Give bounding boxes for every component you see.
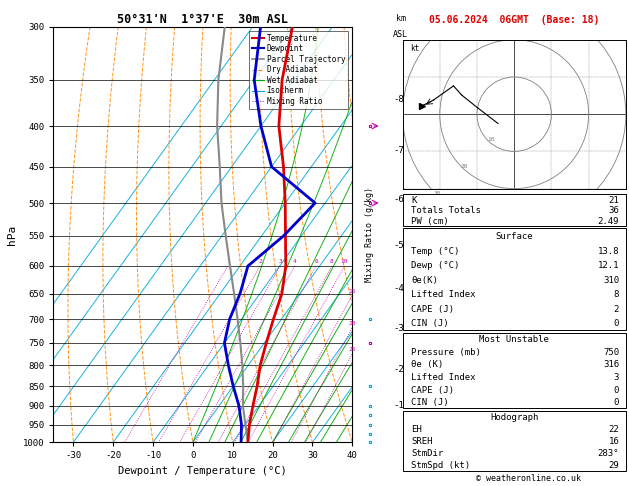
Text: -1: -1: [394, 401, 404, 410]
Text: 0: 0: [614, 385, 619, 395]
Y-axis label: hPa: hPa: [8, 225, 18, 244]
Text: 2: 2: [614, 305, 619, 314]
Text: SREH: SREH: [411, 437, 433, 446]
Text: -7: -7: [394, 146, 404, 156]
Text: 750: 750: [603, 348, 619, 357]
Text: 25: 25: [348, 347, 356, 352]
Text: -3: -3: [394, 324, 404, 333]
Text: km: km: [396, 14, 406, 22]
X-axis label: Dewpoint / Temperature (°C): Dewpoint / Temperature (°C): [118, 466, 287, 476]
Text: 36: 36: [608, 206, 619, 215]
Text: -2: -2: [394, 365, 404, 374]
Text: 13.8: 13.8: [598, 246, 619, 256]
Text: 0: 0: [614, 319, 619, 329]
Text: Pressure (mb): Pressure (mb): [411, 348, 481, 357]
Text: CIN (J): CIN (J): [411, 319, 449, 329]
Text: Hodograph: Hodograph: [490, 413, 538, 422]
Text: 16: 16: [608, 437, 619, 446]
Text: 2.49: 2.49: [598, 217, 619, 226]
Text: 10: 10: [341, 259, 348, 264]
Text: Dewp (°C): Dewp (°C): [411, 261, 460, 270]
Text: PW (cm): PW (cm): [411, 217, 449, 226]
Text: 2: 2: [258, 259, 262, 264]
Text: CIN (J): CIN (J): [411, 398, 449, 407]
Text: 3: 3: [614, 373, 619, 382]
Text: 05.06.2024  06GMT  (Base: 18): 05.06.2024 06GMT (Base: 18): [429, 15, 599, 25]
Text: StmSpd (kt): StmSpd (kt): [411, 461, 470, 470]
Text: 10: 10: [487, 137, 495, 142]
Text: 15: 15: [348, 289, 355, 294]
Text: K: K: [411, 196, 417, 205]
Text: -4: -4: [394, 284, 404, 293]
Title: 50°31'N  1°37'E  30m ASL: 50°31'N 1°37'E 30m ASL: [118, 13, 288, 26]
Text: Lifted Index: Lifted Index: [411, 290, 476, 299]
Text: ASL: ASL: [393, 30, 408, 39]
Text: 20: 20: [348, 321, 355, 326]
Text: θe (K): θe (K): [411, 361, 443, 369]
Text: EH: EH: [411, 425, 422, 434]
Text: 283°: 283°: [598, 449, 619, 458]
Text: CAPE (J): CAPE (J): [411, 385, 455, 395]
Legend: Temperature, Dewpoint, Parcel Trajectory, Dry Adiabat, Wet Adiabat, Isotherm, Mi: Temperature, Dewpoint, Parcel Trajectory…: [249, 31, 348, 109]
Text: -8: -8: [394, 95, 404, 104]
Text: Lifted Index: Lifted Index: [411, 373, 476, 382]
Text: 4: 4: [293, 259, 297, 264]
Text: -5: -5: [394, 241, 404, 250]
Text: 29: 29: [608, 461, 619, 470]
Text: Most Unstable: Most Unstable: [479, 335, 549, 344]
Text: Mixing Ratio (g/kg): Mixing Ratio (g/kg): [365, 187, 374, 282]
Text: kt: kt: [410, 44, 420, 53]
Text: LCL: LCL: [413, 438, 426, 447]
Text: © weatheronline.co.uk: © weatheronline.co.uk: [476, 473, 581, 483]
Text: 8: 8: [330, 259, 334, 264]
Text: 1: 1: [226, 259, 230, 264]
Text: 30: 30: [434, 191, 442, 195]
Text: Surface: Surface: [496, 232, 533, 241]
Text: 6: 6: [314, 259, 318, 264]
Text: 12.1: 12.1: [598, 261, 619, 270]
Text: Totals Totals: Totals Totals: [411, 206, 481, 215]
Text: StmDir: StmDir: [411, 449, 443, 458]
Text: θe(K): θe(K): [411, 276, 438, 285]
Text: 22: 22: [608, 425, 619, 434]
Text: 3: 3: [278, 259, 282, 264]
Text: 0: 0: [614, 398, 619, 407]
Text: Temp (°C): Temp (°C): [411, 246, 460, 256]
Text: 316: 316: [603, 361, 619, 369]
Text: -6: -6: [394, 195, 404, 204]
Text: CAPE (J): CAPE (J): [411, 305, 455, 314]
Text: 8: 8: [614, 290, 619, 299]
Text: 20: 20: [460, 164, 468, 169]
Text: 21: 21: [608, 196, 619, 205]
Text: 310: 310: [603, 276, 619, 285]
